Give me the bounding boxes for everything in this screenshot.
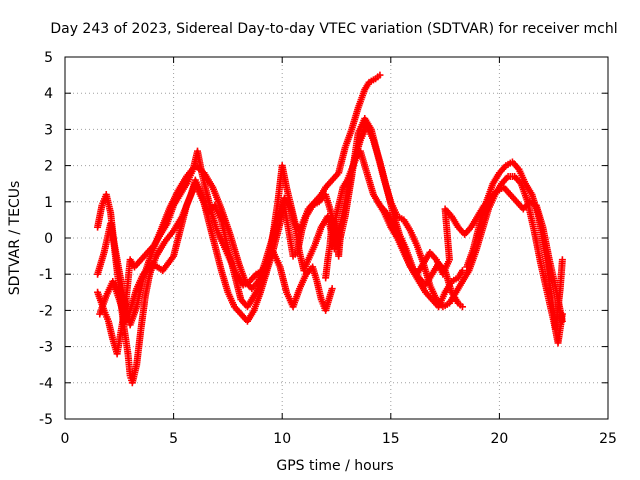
y-tick-label: -2: [39, 303, 53, 319]
data-point: [328, 285, 336, 293]
data-point: [458, 303, 466, 311]
y-axis-label: SDTVAR / TECUs: [7, 181, 23, 296]
chart-title: Day 243 of 2023, Sidereal Day-to-day VTE…: [50, 21, 617, 37]
series-track-e: [335, 115, 566, 347]
x-tick-label: 10: [273, 431, 291, 447]
y-tick-label: -4: [39, 376, 53, 392]
axis-ticks: 0 5 10 15 20 25 -5 -4 -3 -2 -1 0 1 2 3 4 5: [39, 50, 617, 447]
y-tick-label: 1: [44, 195, 53, 211]
series-track-h: [322, 216, 345, 282]
x-tick-label: 20: [490, 431, 508, 447]
y-tick-label: 5: [44, 50, 53, 66]
y-tick-label: 2: [44, 159, 53, 175]
data-point: [337, 227, 345, 235]
x-axis-label: GPS time / hours: [276, 458, 393, 474]
y-tick-label: -5: [39, 412, 53, 428]
x-tick-label: 25: [599, 431, 617, 447]
data-point: [458, 267, 466, 275]
data-point: [558, 256, 566, 264]
y-tick-label: -1: [39, 267, 53, 283]
x-tick-label: 0: [61, 431, 70, 447]
data-marks: [94, 71, 566, 387]
y-tick-label: -3: [39, 340, 53, 356]
x-tick-label: 15: [382, 431, 400, 447]
y-tick-label: 0: [44, 231, 53, 247]
x-tick-label: 5: [169, 431, 178, 447]
series-track-g: [463, 158, 566, 332]
data-point: [376, 71, 384, 79]
y-tick-label: 4: [44, 86, 53, 102]
y-tick-label: 3: [44, 122, 53, 138]
